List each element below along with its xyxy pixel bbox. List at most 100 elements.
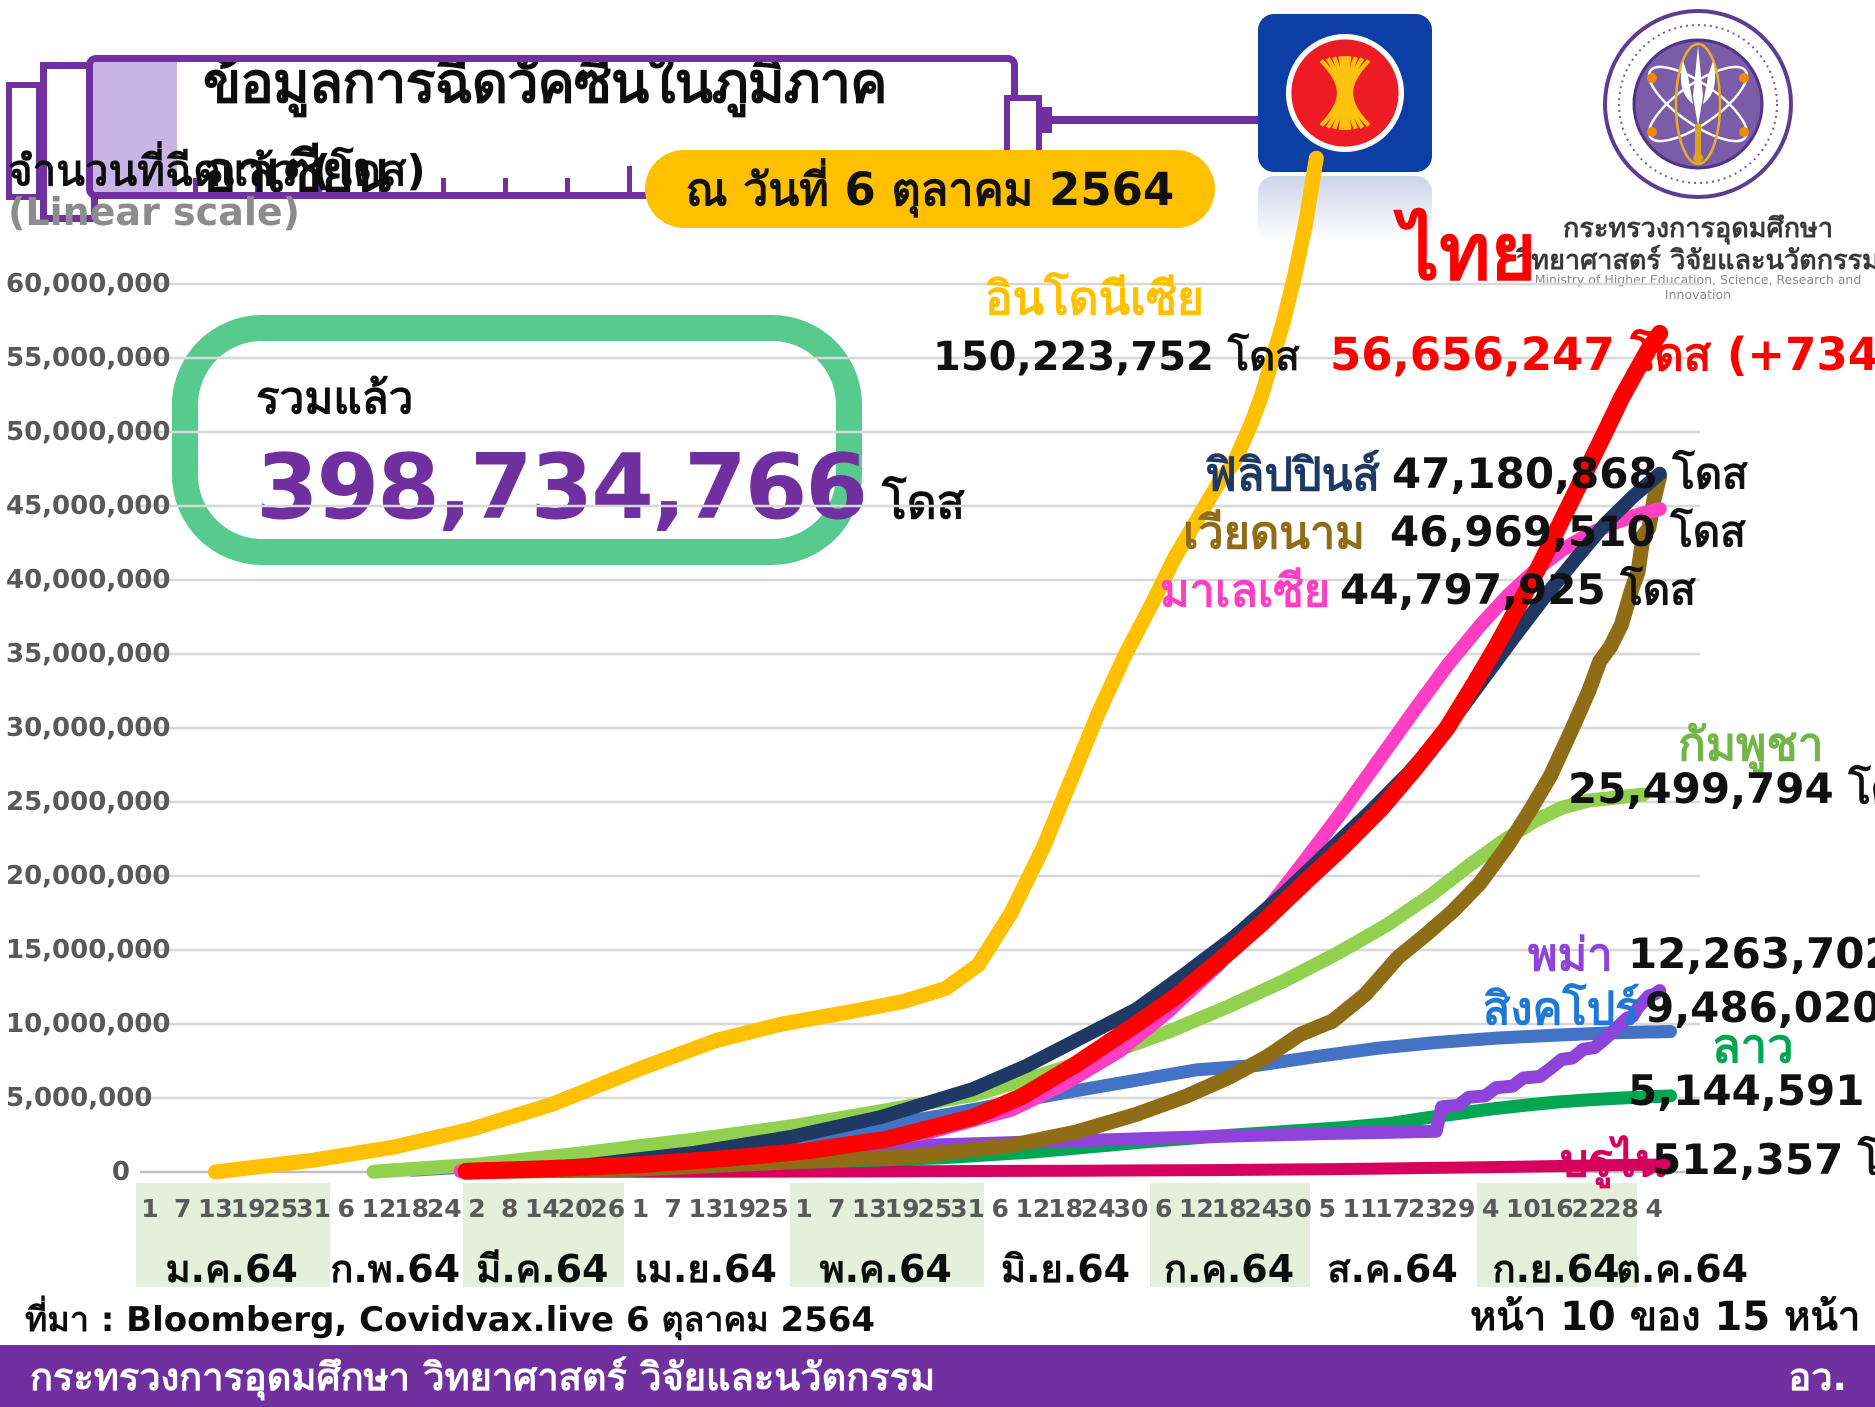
ministry-name-line1: กระทรวงการอุดมศึกษา bbox=[1563, 213, 1833, 244]
month-label-ก.ย.64: ก.ย.64 bbox=[1492, 1247, 1620, 1291]
footer-ministry-name: กระทรวงการอุดมศึกษา วิทยาศาสตร์ วิจัยและ… bbox=[30, 1354, 936, 1399]
day-tick: 18 bbox=[1211, 1194, 1247, 1223]
source-citation: ที่มา : Bloomberg, Covidvax.live 6 ตุลาค… bbox=[25, 1300, 876, 1340]
month-band-ก.ค.64 bbox=[1149, 1183, 1311, 1287]
series-line-vietnam bbox=[480, 468, 1668, 1180]
label-laos-name: ลาว bbox=[1712, 1019, 1794, 1074]
day-tick: 6 bbox=[1154, 1194, 1173, 1223]
label-philippines-value: 47,180,868 โดส bbox=[1392, 449, 1748, 498]
day-tick: 29 bbox=[1440, 1194, 1476, 1223]
linear-scale-note: (Linear scale) bbox=[8, 190, 300, 234]
month-label-มี.ค.64: มี.ค.64 bbox=[476, 1247, 609, 1291]
day-tick: 4 bbox=[1645, 1194, 1663, 1223]
day-tick: 12 bbox=[1015, 1194, 1051, 1223]
day-tick: 20 bbox=[557, 1194, 593, 1223]
day-tick: 19 bbox=[230, 1194, 266, 1223]
day-tick: 5 bbox=[1318, 1194, 1336, 1223]
month-label-ม.ค.64: ม.ค.64 bbox=[165, 1247, 298, 1291]
ytick-40,000,000: 40,000,000 bbox=[6, 565, 171, 595]
day-tick: 26 bbox=[590, 1194, 626, 1223]
day-tick: 11 bbox=[1342, 1194, 1378, 1223]
day-tick: 13 bbox=[851, 1194, 887, 1223]
day-tick: 12 bbox=[361, 1194, 397, 1223]
day-tick: 6 bbox=[991, 1194, 1009, 1223]
day-tick: 10 bbox=[1505, 1194, 1541, 1223]
day-tick: 13 bbox=[688, 1194, 724, 1223]
label-laos-value: 5,144,591 โดส bbox=[1628, 1066, 1875, 1115]
ytick-25,000,000: 25,000,000 bbox=[6, 787, 171, 817]
day-tick: 18 bbox=[394, 1194, 429, 1223]
label-cambodia-name: กัมพูชา bbox=[1678, 717, 1824, 771]
day-tick: 6 bbox=[337, 1194, 355, 1223]
day-tick: 24 bbox=[1244, 1194, 1280, 1223]
syringe-plunger-rod-icon bbox=[6, 82, 42, 200]
ytick-60,000,000: 60,000,000 bbox=[6, 269, 171, 299]
month-label-ก.พ.64: ก.พ.64 bbox=[330, 1247, 461, 1291]
ytick-45,000,000: 45,000,000 bbox=[6, 491, 171, 521]
day-tick: 1 bbox=[795, 1194, 813, 1223]
month-band-พ.ค.64 bbox=[790, 1183, 984, 1287]
total-value: 398,734,766 bbox=[256, 435, 868, 540]
page-number: หน้า 10 ของ 15 หน้า bbox=[1470, 1294, 1861, 1340]
day-tick: 24 bbox=[1080, 1194, 1116, 1223]
syringe-fill-icon bbox=[93, 62, 177, 192]
month-label-ส.ค.64: ส.ค.64 bbox=[1327, 1247, 1458, 1291]
page-title: ข้อมูลการฉีดวัคซีนในภูมิภาคอาเซียน bbox=[203, 55, 888, 199]
day-tick: 8 bbox=[500, 1194, 519, 1223]
day-tick: 31 bbox=[296, 1194, 331, 1223]
day-tick: 28 bbox=[1604, 1194, 1639, 1223]
label-brunei-name: บรูไน bbox=[1560, 1134, 1667, 1187]
series-line-thailand bbox=[457, 324, 1669, 1180]
label-cambodia-value: 25,499,794 โดส bbox=[1568, 764, 1875, 813]
syringe-needle-icon bbox=[1050, 116, 1262, 124]
month-label-พ.ค.64: พ.ค.64 bbox=[819, 1247, 952, 1291]
series-line-indonesia bbox=[207, 150, 1324, 1180]
day-tick: 30 bbox=[1277, 1194, 1312, 1223]
syringe-barrel-banner: ข้อมูลการฉีดวัคซีนในภูมิภาคอาเซียน bbox=[86, 55, 1018, 199]
day-tick: 14 bbox=[524, 1194, 560, 1223]
day-tick: 2 bbox=[468, 1194, 486, 1223]
day-tick: 25 bbox=[263, 1194, 299, 1223]
label-vietnam-name: เวียดนาม bbox=[1183, 506, 1365, 559]
as-of-date-badge: ณ วันที่ 6 ตุลาคม 2564 bbox=[645, 150, 1215, 228]
day-tick: 23 bbox=[1407, 1194, 1443, 1223]
ytick-10,000,000: 10,000,000 bbox=[6, 1009, 171, 1039]
month-band-มี.ค.64 bbox=[463, 1183, 624, 1287]
label-vietnam-value: 46,969,510 โดส bbox=[1390, 507, 1746, 556]
day-tick: 17 bbox=[1375, 1194, 1410, 1223]
total-unit: โดส bbox=[881, 475, 965, 529]
day-tick: 4 bbox=[1481, 1194, 1500, 1223]
day-tick: 30 bbox=[1113, 1194, 1149, 1223]
ytick-0: 0 bbox=[111, 1157, 130, 1187]
day-tick: 1 bbox=[631, 1194, 650, 1223]
total-label: รวมแล้ว bbox=[256, 373, 414, 424]
day-tick: 1 bbox=[141, 1194, 159, 1223]
label-myanmar-value: 12,263,702 โดส bbox=[1628, 929, 1875, 978]
label-philippines-name: ฟิลิปปินส์ bbox=[1205, 448, 1380, 501]
ytick-55,000,000: 55,000,000 bbox=[6, 343, 171, 373]
syringe-hub-icon bbox=[1036, 107, 1052, 133]
ytick-35,000,000: 35,000,000 bbox=[6, 639, 171, 669]
day-tick: 19 bbox=[884, 1194, 920, 1223]
label-singapore-value: 9,486,020 โดส bbox=[1645, 983, 1875, 1032]
label-myanmar-name: พม่า bbox=[1528, 928, 1613, 981]
day-tick: 24 bbox=[426, 1194, 462, 1223]
asean-flag-icon bbox=[1258, 14, 1432, 172]
ministry-seal-icon bbox=[1600, 6, 1796, 202]
label-brunei-value: 512,357 โดส bbox=[1652, 1135, 1875, 1184]
label-thailand-value: 56,656,247 โดส (+734,804) bbox=[1330, 328, 1875, 381]
day-tick: 16 bbox=[1538, 1194, 1574, 1223]
month-label-ก.ค.64: ก.ค.64 bbox=[1164, 1247, 1295, 1291]
day-tick: 22 bbox=[1571, 1194, 1607, 1223]
label-thailand-name: ไทย bbox=[1400, 208, 1537, 298]
month-band-ม.ค.64 bbox=[136, 1183, 330, 1287]
total-doses-badge: รวมแล้ว 398,734,766 โดส bbox=[172, 315, 965, 565]
ytick-20,000,000: 20,000,000 bbox=[6, 861, 171, 891]
day-tick: 31 bbox=[950, 1194, 985, 1223]
month-label-เม.ย.64: เม.ย.64 bbox=[634, 1247, 777, 1291]
ytick-50,000,000: 50,000,000 bbox=[6, 417, 171, 447]
ytick-5,000,000: 5,000,000 bbox=[6, 1083, 153, 1113]
day-tick: 7 bbox=[664, 1194, 682, 1223]
day-tick: 18 bbox=[1048, 1194, 1083, 1223]
label-malaysia-name: มาเลเซีย bbox=[1160, 564, 1331, 617]
